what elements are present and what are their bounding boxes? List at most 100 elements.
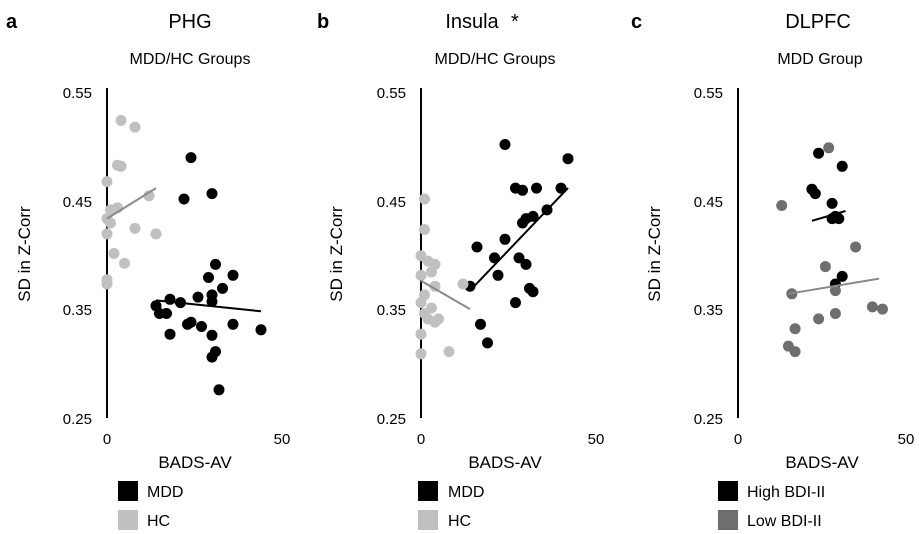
panel-b-title-marker: * xyxy=(511,11,519,33)
point-mdd-16 xyxy=(196,321,207,332)
panel-c-x-axis-label: BADS-AV xyxy=(785,453,859,472)
legend-swatch-hc xyxy=(418,510,438,530)
panel-c: c DLPFC MDD Group 0.55 0.45 0.35 0.25 0 … xyxy=(631,11,914,530)
point-mdd-0 xyxy=(185,152,197,164)
point-mdd-23 xyxy=(255,324,267,336)
point-low-bdi-ii-6 xyxy=(866,301,878,313)
point-low-bdi-ii-0 xyxy=(823,142,835,154)
point-hc-3 xyxy=(115,160,127,172)
point-low-bdi-ii-10 xyxy=(789,323,801,335)
point-hc-10 xyxy=(415,297,427,309)
point-low-bdi-ii-9 xyxy=(829,308,841,319)
panel-b-y-tick-045: 0.45 xyxy=(377,194,406,211)
trend-line-hc xyxy=(106,187,157,220)
point-mdd-4 xyxy=(227,269,239,281)
point-high-bdi-ii-4 xyxy=(826,197,838,209)
point-high-bdi-ii-3 xyxy=(809,188,821,200)
panel-c-title: DLPFC xyxy=(785,11,851,33)
panel-c-subtitle: MDD Group xyxy=(777,51,862,68)
point-mdd-11 xyxy=(192,291,204,303)
legend-label-high-bdi: High BDI-II xyxy=(747,484,825,501)
point-mdd-2 xyxy=(206,188,218,200)
panel-c-legend: High BDI-II Low BDI-II xyxy=(718,481,825,530)
panel-b-y-axis-label: SD in Z-Corr xyxy=(327,206,346,302)
point-low-bdi-ii-8 xyxy=(813,313,825,325)
point-mdd-20 xyxy=(475,318,486,330)
point-mdd-10 xyxy=(499,233,511,245)
point-mdd-24 xyxy=(213,384,225,396)
legend-label-mdd: MDD xyxy=(448,484,484,501)
panel-a-x-axis-label: BADS-AV xyxy=(158,453,232,472)
point-mdd-3 xyxy=(210,258,221,270)
panel-a-title: PHG xyxy=(168,11,211,33)
point-hc-16 xyxy=(415,328,427,340)
point-mdd-14 xyxy=(161,308,172,319)
point-low-bdi-ii-1 xyxy=(776,200,788,211)
panel-a-x-tick-50: 50 xyxy=(274,431,291,448)
panel-b-x-axis-label: BADS-AV xyxy=(468,453,542,472)
point-mdd-1 xyxy=(178,193,190,205)
point-hc-1 xyxy=(129,121,141,133)
point-hc-14 xyxy=(119,257,130,269)
panel-b-x-tick-0: 0 xyxy=(417,431,425,448)
panel-c-y-tick-055: 0.55 xyxy=(694,85,723,102)
point-low-bdi-ii-7 xyxy=(877,303,888,315)
panel-b-y-tick-025: 0.25 xyxy=(377,411,406,428)
panel-a-x-tick-0: 0 xyxy=(103,431,111,448)
legend-swatch-high-bdi xyxy=(718,481,738,501)
panel-c-plot xyxy=(776,142,888,358)
panel-b-y-tick-035: 0.35 xyxy=(377,302,406,319)
point-hc-11 xyxy=(101,228,113,240)
trend-line-low-bdi-ii xyxy=(788,277,880,295)
trend-line-hc xyxy=(420,279,471,310)
point-mdd-18 xyxy=(527,286,539,298)
point-mdd-5 xyxy=(555,182,567,194)
point-mdd-12 xyxy=(206,296,218,307)
point-low-bdi-ii-12 xyxy=(789,346,801,358)
point-mdd-9 xyxy=(517,217,528,229)
point-mdd-11 xyxy=(471,241,483,253)
panel-b-x-tick-50: 50 xyxy=(588,431,605,448)
point-hc-13 xyxy=(108,248,120,259)
legend-label-low-bdi: Low BDI-II xyxy=(747,513,822,530)
panel-a: a PHG MDD/HC Groups 0.55 0.45 0.35 0.25 … xyxy=(6,11,290,530)
panel-c-y-tick-035: 0.35 xyxy=(694,302,723,319)
legend-label-mdd: MDD xyxy=(147,484,183,501)
panel-a-y-tick-025: 0.25 xyxy=(63,411,92,428)
legend-label-hc: HC xyxy=(147,513,170,530)
point-hc-9 xyxy=(105,217,116,229)
point-mdd-0 xyxy=(499,139,511,150)
point-high-bdi-ii-0 xyxy=(813,147,825,159)
point-mdd-5 xyxy=(203,272,214,283)
point-low-bdi-ii-5 xyxy=(829,285,841,297)
point-mdd-14 xyxy=(520,258,532,270)
point-mdd-6 xyxy=(217,282,228,294)
point-hc-12 xyxy=(150,228,162,240)
panel-a-y-tick-045: 0.45 xyxy=(63,194,92,211)
panel-b-subtitle: MDD/HC Groups xyxy=(435,51,556,68)
point-low-bdi-ii-2 xyxy=(850,241,862,253)
panel-b-title: Insula xyxy=(445,11,499,33)
panel-c-x-tick-50: 50 xyxy=(898,431,915,448)
point-mdd-20 xyxy=(164,328,176,340)
point-mdd-19 xyxy=(510,297,521,309)
legend-swatch-mdd xyxy=(118,481,138,501)
trend-line-high-bdi-ii xyxy=(811,210,846,222)
point-hc-18 xyxy=(415,348,427,360)
point-mdd-12 xyxy=(489,252,500,264)
point-hc-6 xyxy=(426,266,437,278)
panel-b-y-tick-055: 0.55 xyxy=(377,85,406,102)
point-hc-4 xyxy=(101,176,113,188)
panel-b: b Insula * MDD/HC Groups 0.55 0.45 0.35 … xyxy=(317,11,604,530)
panel-c-x-tick-0: 0 xyxy=(734,431,742,448)
point-mdd-3 xyxy=(517,184,528,196)
point-mdd-4 xyxy=(531,182,542,194)
point-high-bdi-ii-8 xyxy=(836,270,848,282)
point-mdd-21 xyxy=(482,337,493,349)
point-hc-10 xyxy=(129,222,141,234)
panel-a-y-tick-055: 0.55 xyxy=(63,85,92,102)
panel-c-letter: c xyxy=(631,11,642,33)
point-hc-5 xyxy=(415,269,427,281)
point-hc-0 xyxy=(115,115,127,126)
